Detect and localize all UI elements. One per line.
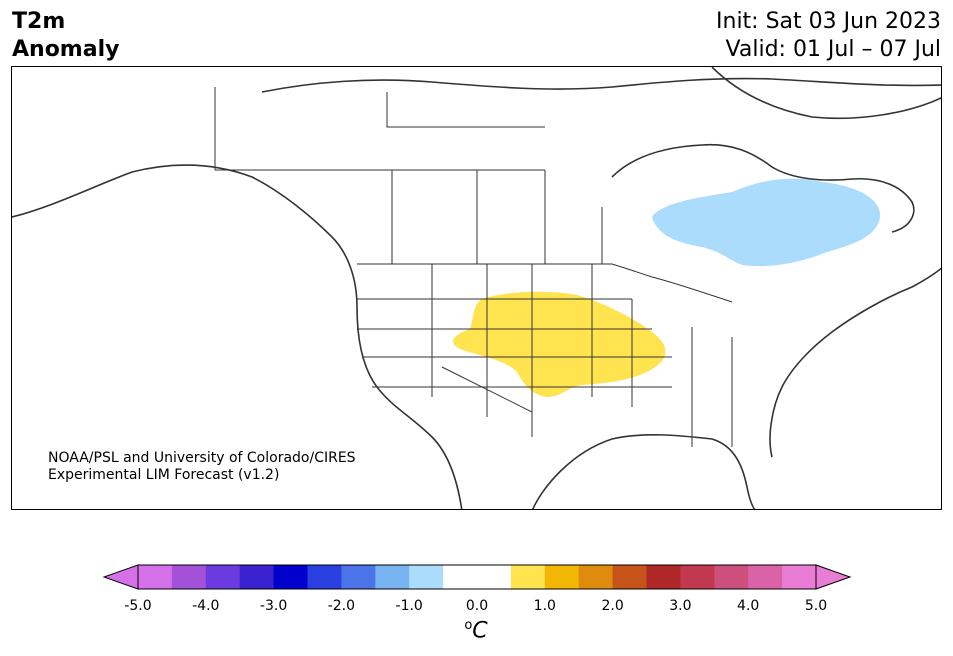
colorbar-svg (102, 564, 852, 590)
colorbar-tick-label: -2.0 (327, 598, 356, 614)
colorbar-tick-label: -5.0 (124, 598, 152, 614)
colorbar-segment (612, 565, 647, 589)
colorbar-segment (307, 565, 342, 589)
colorbar-tick-label: 5.0 (804, 598, 828, 614)
colorbar-segment (714, 565, 749, 589)
colorbar-segment (341, 565, 376, 589)
state-lines (357, 264, 733, 447)
valid-dates: Valid: 01 Jul – 07 Jul (725, 37, 941, 62)
credit-line-1: NOAA/PSL and University of Colorado/CIRE… (48, 450, 356, 466)
gulf-coastline (532, 434, 756, 509)
colorbar-tick-label: 1.0 (533, 598, 556, 614)
map-svg (12, 67, 941, 509)
map-title: T2m Anomaly (12, 8, 119, 64)
colorbar-max-extension (815, 564, 852, 590)
colorbar-segment (510, 565, 546, 589)
map-panel (11, 66, 942, 510)
greenland-coast (711, 67, 941, 120)
colorbar-segment (205, 565, 241, 589)
unit-symbol: C (472, 618, 488, 644)
province-lines (215, 92, 603, 264)
colorbar-segment (680, 565, 715, 589)
us-canada-border (357, 263, 733, 303)
data-credit: NOAA/PSL and University of Colorado/CIRE… (48, 450, 356, 484)
pacific-coastline (12, 164, 463, 509)
colorbar-segment (477, 565, 512, 589)
colorbar-segment (171, 565, 207, 589)
atlantic-coastline (769, 267, 941, 458)
arctic-coastline (261, 77, 941, 93)
colorbar-segment (544, 565, 580, 589)
colorbar-segment (375, 565, 410, 589)
colorbar-tick-label: -3.0 (259, 598, 288, 614)
colorbar-segment (409, 565, 444, 589)
colorbar-segment (578, 565, 614, 589)
colorbar-segment (782, 565, 817, 589)
forecast-dates: Init: Sat 03 Jun 2023 Valid: 01 Jul – 07… (716, 8, 941, 64)
colorbar-min-extension (102, 564, 139, 590)
title-line-2: Anomaly (12, 37, 120, 62)
colorbar-outline (137, 564, 817, 590)
colorbar-segment (748, 565, 783, 589)
colorbar-tick-label: 3.0 (669, 598, 692, 614)
credit-line-2: Experimental LIM Forecast (v1.2) (48, 467, 280, 483)
colorbar-segment (239, 565, 275, 589)
colorbar-segment (646, 565, 681, 589)
colorbar-segment (443, 565, 478, 589)
colorbar (100, 560, 855, 594)
warm-anomaly-region (453, 291, 666, 397)
colorbar-segment (138, 565, 173, 589)
colorbar-tick-label: 0.0 (465, 598, 489, 614)
colorbar-tick-label: 4.0 (737, 598, 760, 614)
unit-degree: o (464, 618, 473, 633)
colorbar-unit: oC (464, 618, 487, 643)
hudson-bay-coastline (611, 143, 915, 233)
cool-anomaly-region (652, 178, 881, 267)
colorbar-segment (273, 565, 308, 589)
title-line-1: T2m (12, 9, 66, 34)
init-date: Init: Sat 03 Jun 2023 (716, 9, 941, 34)
colorbar-tick-label: -4.0 (192, 598, 220, 614)
colorbar-tick-label: -1.0 (395, 598, 423, 614)
colorbar-tick-label: 2.0 (601, 598, 624, 614)
